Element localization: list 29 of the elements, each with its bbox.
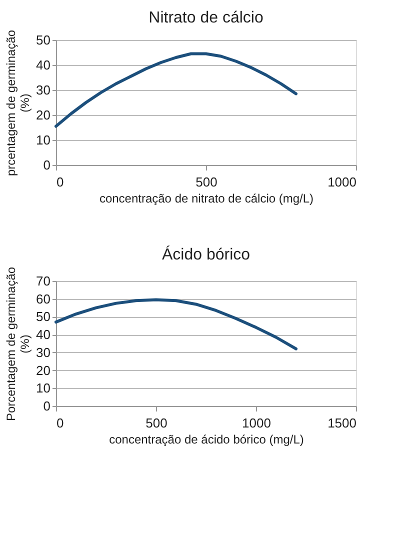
y-tick-label: 40 [36,327,50,342]
y-tick-label: 10 [36,132,50,148]
x-tick-label: 1500 [328,416,356,430]
y-tick-label: 50 [36,32,50,48]
y-tick-label: 70 [36,274,50,288]
line-series [54,298,298,350]
chart-title: Ácido bórico [162,245,250,264]
x-tick-label: 500 [146,416,168,430]
y-tick-label: 10 [36,380,50,396]
y-tick-label: 20 [36,108,50,122]
y-tick-label: 30 [36,82,50,98]
y-axis-title: Porcentagem de germinação (%) [4,266,32,422]
x-tick-label: 0 [56,416,64,430]
y-tick-label: 50 [36,309,50,324]
x-tick-label: 1000 [242,416,271,430]
x-tick-label: 0 [56,174,64,190]
line-series [54,52,298,128]
x-tick-label: 500 [196,174,218,190]
chart-title: Nitrato de cálcio [148,9,264,26]
x-axis-title: concentração de nitrato de cálcio (mg/L) [99,192,314,206]
y-tick-label: 60 [36,291,50,306]
y-tick-label: 20 [36,362,50,378]
x-axis-title: concentração de ácido bórico (mg/L) [109,432,304,446]
y-tick-label: 30 [36,344,50,360]
y-tick-label: 0 [43,398,50,414]
y-tick-label: 0 [43,158,50,172]
x-tick-label: 1000 [328,174,356,190]
y-tick-label: 40 [36,58,50,72]
y-axis-title: prcentagem de germinação (%) [4,30,32,176]
